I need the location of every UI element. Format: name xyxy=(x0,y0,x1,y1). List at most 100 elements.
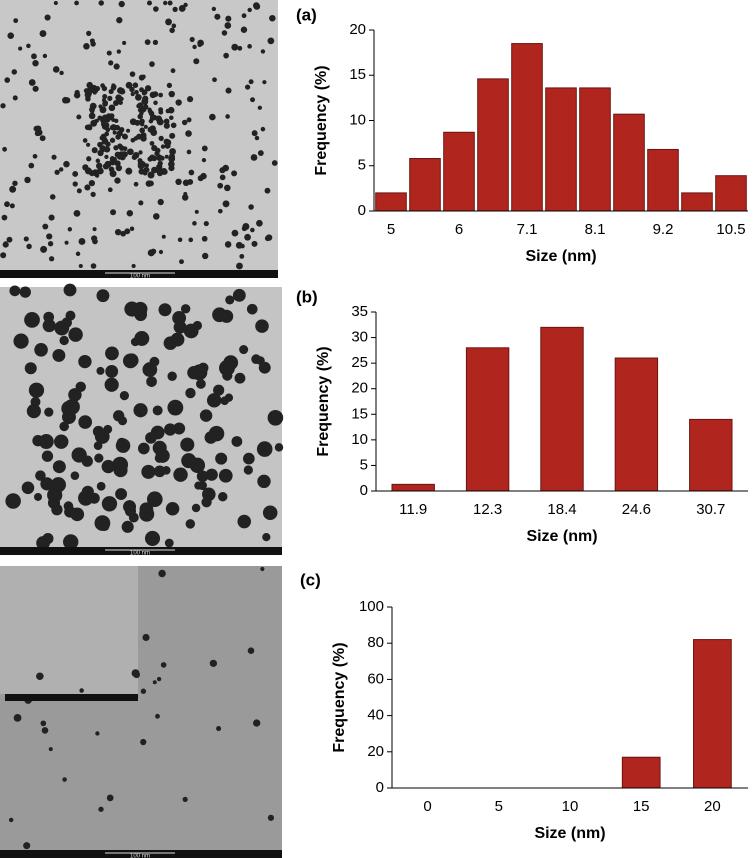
particle xyxy=(140,688,147,694)
particle xyxy=(182,796,188,802)
x-axis-label: Size (nm) xyxy=(534,825,605,842)
particle xyxy=(26,43,31,49)
particle xyxy=(63,501,74,511)
particle xyxy=(96,366,105,375)
particle xyxy=(165,501,180,516)
particle xyxy=(197,481,207,491)
particle xyxy=(158,109,164,115)
particle xyxy=(137,113,143,120)
particle xyxy=(84,184,91,191)
particle xyxy=(110,124,117,131)
particle xyxy=(156,676,162,682)
particle xyxy=(6,236,13,243)
particle xyxy=(75,251,81,257)
particle xyxy=(129,86,135,93)
particle xyxy=(253,719,261,727)
particle xyxy=(168,90,175,98)
particle xyxy=(154,453,164,463)
particle xyxy=(72,181,78,187)
particle xyxy=(54,169,60,175)
particle xyxy=(93,441,103,451)
particle xyxy=(92,227,97,232)
particle xyxy=(149,61,155,67)
particle xyxy=(107,95,113,102)
y-tick-label: 20 xyxy=(367,743,384,760)
particle xyxy=(165,18,172,26)
particle xyxy=(4,77,11,83)
particle xyxy=(274,443,284,452)
y-tick-label: 0 xyxy=(360,482,368,499)
particle xyxy=(5,493,21,509)
particle xyxy=(89,108,95,114)
particle xyxy=(95,731,100,736)
particle xyxy=(76,188,82,194)
particle xyxy=(133,301,148,317)
micrograph: 100 nm xyxy=(0,283,284,557)
particle xyxy=(146,0,153,6)
particle xyxy=(138,200,144,206)
particle xyxy=(196,379,206,389)
particle xyxy=(215,452,228,465)
particle xyxy=(138,74,145,81)
particle xyxy=(139,502,154,517)
particle xyxy=(271,160,278,166)
bar xyxy=(540,326,584,492)
particle xyxy=(85,142,91,147)
particle xyxy=(16,337,27,348)
particle xyxy=(136,103,142,109)
particle xyxy=(164,139,172,146)
particle xyxy=(163,0,168,6)
particle xyxy=(72,171,79,177)
particle xyxy=(121,520,134,533)
particle xyxy=(112,130,117,135)
particle xyxy=(90,119,98,127)
x-tick-label: 12.3 xyxy=(473,501,502,518)
particle xyxy=(157,198,164,206)
chart-title: (c) xyxy=(300,570,321,589)
scale-strip xyxy=(0,850,282,858)
particle xyxy=(13,714,22,722)
particle xyxy=(42,533,54,545)
particle xyxy=(8,817,14,823)
particle xyxy=(70,507,85,522)
particle xyxy=(222,200,230,208)
particle xyxy=(199,409,213,422)
particle xyxy=(138,168,145,175)
particle xyxy=(51,503,63,516)
particle xyxy=(33,125,40,132)
particle xyxy=(118,0,125,8)
particle xyxy=(115,164,123,172)
particle xyxy=(264,235,271,242)
particle xyxy=(158,135,164,142)
particle xyxy=(129,71,136,77)
particle xyxy=(134,89,139,95)
x-tick-label: 10 xyxy=(562,798,579,815)
x-tick-label: 7.1 xyxy=(517,221,538,238)
particle xyxy=(53,0,58,6)
particle xyxy=(114,177,121,184)
particle xyxy=(224,184,231,192)
particle xyxy=(132,82,139,88)
particle xyxy=(42,53,48,59)
particle xyxy=(119,391,129,401)
particle xyxy=(116,49,121,54)
particle xyxy=(147,107,152,112)
particle xyxy=(83,88,90,94)
y-axis-label: Frequency (%) xyxy=(313,65,330,175)
particle xyxy=(26,243,32,250)
particle xyxy=(260,566,265,572)
particle xyxy=(161,234,166,239)
particle xyxy=(173,468,187,482)
particle xyxy=(40,245,48,253)
particle xyxy=(250,97,256,103)
x-tick-label: 18.4 xyxy=(547,501,576,518)
particle xyxy=(32,59,39,67)
particle xyxy=(179,259,184,265)
x-tick-label: 20 xyxy=(704,798,721,815)
particle xyxy=(74,0,79,6)
particle xyxy=(44,14,51,21)
particle xyxy=(86,156,92,162)
particle xyxy=(216,726,222,732)
particle xyxy=(104,377,119,392)
